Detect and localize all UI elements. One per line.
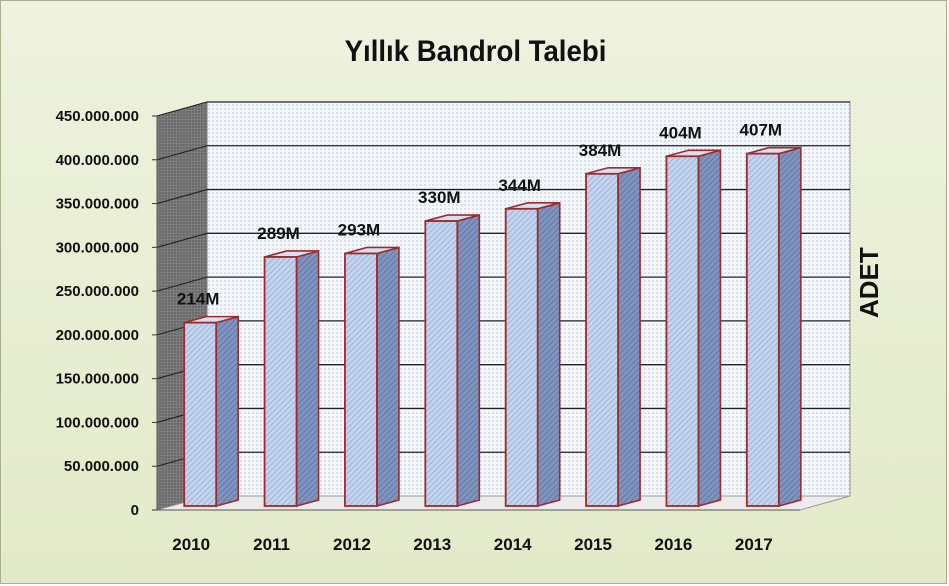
data-label: 214M [177,290,220,309]
x-axis-labels: 2010 2011 2012 2013 2014 2015 2016 2017 [172,535,772,554]
x-tick-label: 2015 [574,535,612,554]
gridline-side [156,101,208,117]
data-label: 407M [740,121,783,140]
bar-2016 [665,149,722,508]
x-tick-label: 2016 [655,535,693,554]
y-tick-label: 150.000.000 [56,371,139,388]
data-label: 330M [418,188,461,207]
bar-2015 [585,166,641,508]
x-tick-label: 2013 [413,535,451,554]
bars [183,146,802,508]
bar-2017 [745,146,802,508]
bar-front [665,155,700,507]
chart-title: Yıllık Bandrol Talebi [344,35,607,68]
y-tick-label: 50.000.000 [64,458,139,475]
bar-side [536,201,561,508]
x-tick-label: 2014 [494,535,532,554]
bar-front [504,207,539,507]
gridline-side [156,232,208,248]
bar-2010 [183,315,239,508]
y-axis-ticks: 0 50.000.000 100.000.000 150.000.000 200.000… [56,108,800,519]
y-tick-label: 300.000.000 [56,239,139,256]
y-tick-label: 250.000.000 [56,283,139,300]
bar-side [697,149,722,508]
bar-2013 [424,214,481,508]
gridline-side [156,189,208,205]
bar-front [424,220,459,507]
y-axis-label: ADET [854,247,884,318]
bar-front [183,321,218,507]
bar-front [745,152,780,507]
bar-front [263,256,298,507]
x-tick-label: 2010 [172,535,210,554]
y-tick-label: 450.000.000 [56,108,139,125]
x-tick-label: 2011 [253,535,290,554]
data-label: 289M [257,224,300,243]
bar-front [344,252,378,507]
x-tick-label: 2017 [735,535,773,554]
data-label: 404M [659,123,702,142]
y-tick-label: 0 [131,502,139,519]
x-tick-label: 2012 [333,535,371,554]
bar-2012 [344,246,400,508]
bar-side [778,146,802,508]
data-label: 344M [498,176,541,195]
y-tick-label: 400.000.000 [56,152,139,169]
y-tick-label: 350.000.000 [56,196,139,213]
y-tick-label: 100.000.000 [56,414,139,431]
data-labels: 214M 289M 293M 330M 344M 384M 404M 407M [177,121,782,309]
bar-side [617,166,641,508]
bar-side [215,315,239,508]
bar-front [585,172,619,507]
bar-side [456,214,481,508]
data-label: 384M [579,141,622,160]
bar-2011 [263,249,320,508]
gridline-side [156,145,208,161]
bar-side [295,249,320,508]
bar-2014 [504,201,561,508]
y-tick-label: 200.000.000 [56,327,139,344]
bar-side [376,246,400,508]
gridline-side [156,276,208,292]
data-label: 293M [338,220,381,239]
